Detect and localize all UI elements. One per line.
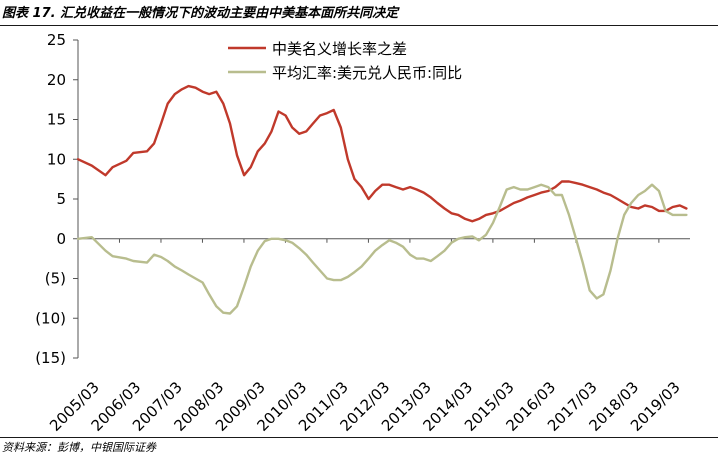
source-note: 资料来源：彭博，中银国际证券 (2, 441, 156, 454)
line-chart: 25 20 15 10 5 0 (5) (10) (15) 2005/032006/032007… (35, 31, 690, 435)
legend-label-1: 中美名义增长率之差 (272, 40, 407, 58)
y-tick-label: 25 (47, 31, 66, 49)
y-tick-label: 15 (47, 111, 66, 129)
series-layer (76, 84, 688, 315)
y-tick-label: (10) (35, 309, 66, 327)
y-tick-label: (15) (35, 349, 66, 367)
y-tick-label: (5) (45, 270, 66, 288)
y-tick-label: 0 (56, 230, 66, 248)
legend-label-2: 平均汇率:美元兑人民币:同比 (272, 64, 462, 82)
y-axis: 25 20 15 10 5 0 (5) (10) (15) (35, 31, 79, 367)
series-line-1 (76, 84, 688, 223)
x-axis: 2005/032006/032007/032008/032009/032010/… (46, 238, 690, 435)
figure-title: 图表 17. 汇兑收益在一般情况下的波动主要由中美基本面所共同决定 (2, 6, 399, 21)
y-tick-label: 10 (47, 150, 66, 168)
y-tick-label: 20 (47, 71, 66, 89)
top-rule (0, 25, 718, 26)
series-line-2 (76, 183, 688, 315)
y-tick-label: 5 (56, 190, 66, 208)
bottom-rule (0, 437, 718, 438)
